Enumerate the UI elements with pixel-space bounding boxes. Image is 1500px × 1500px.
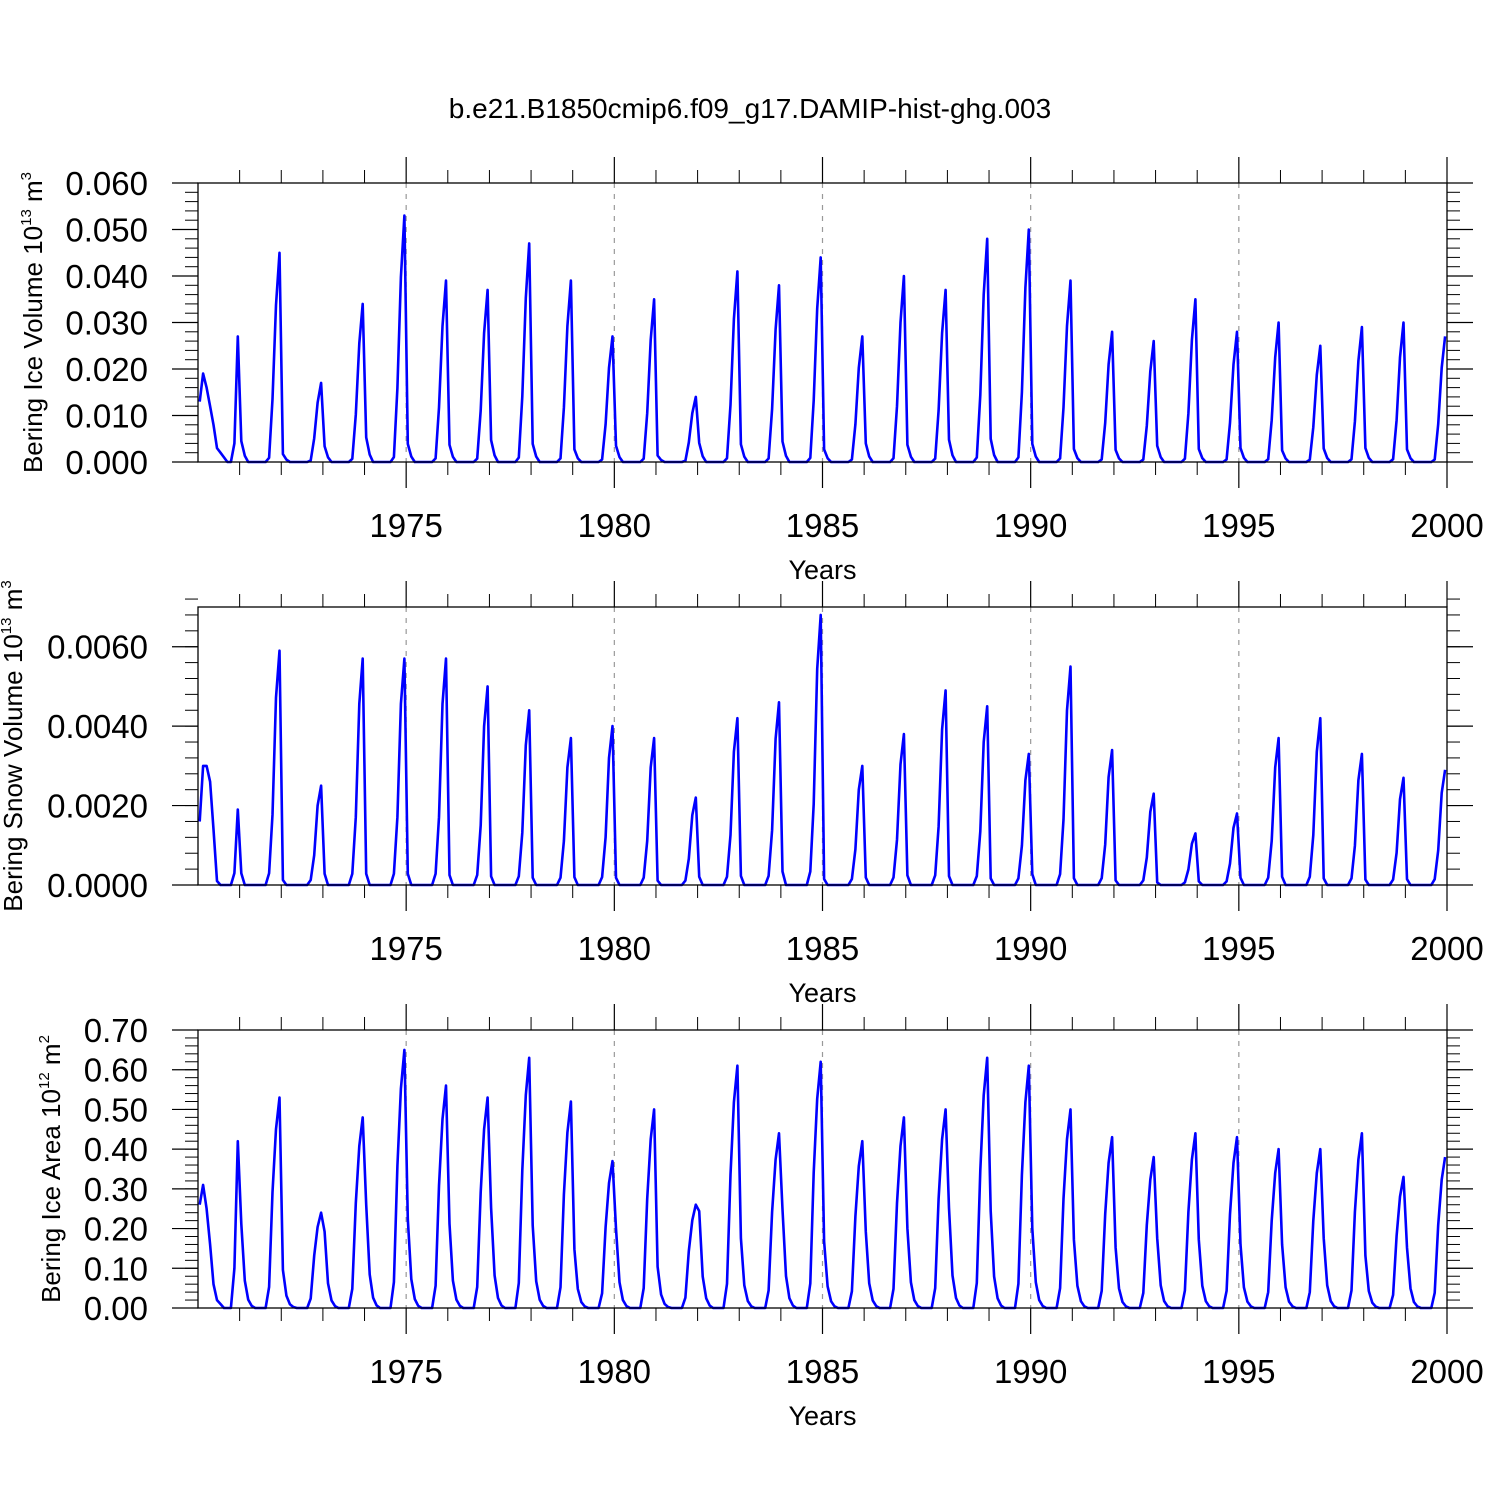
ice-volume-ytick-label: 0.010 (65, 398, 148, 435)
snow-volume-panel: 0.0000 0.0020 0.0040 0.0060 1975 1980 1985 1990… (0, 580, 1484, 1008)
ice-volume-ytick-label: 0.050 (65, 212, 148, 249)
ice-volume-ytick-label: 0.040 (65, 258, 148, 295)
snow-volume-xtick-label: 1990 (994, 930, 1067, 967)
snow-volume-axes-frame (197, 606, 1448, 886)
ice-volume-series-line (198, 214, 1447, 464)
panels: 0.000 0.010 0.020 0.030 0.040 0.050 0.060 1975 1… (0, 157, 1484, 1431)
ice-area-xtick-label: 1995 (1202, 1353, 1275, 1390)
ice-volume-axes-frame (197, 182, 1448, 463)
ice-volume-ytick-label: 0.060 (65, 165, 148, 202)
snow-volume-xtick-label: 2000 (1410, 930, 1483, 967)
ice-area-ylabel: Bering Ice Area 1012 m2 (36, 1035, 66, 1303)
ice-area-ytick-label: 0.00 (84, 1290, 148, 1327)
ice-area-series-line (198, 1048, 1447, 1310)
ice-area-ytick-label: 0.10 (84, 1250, 148, 1287)
ice-volume-ytick-label: 0.030 (65, 305, 148, 342)
ice-area-ytick-label: 0.50 (84, 1091, 148, 1128)
ice-volume-panel: 0.000 0.010 0.020 0.030 0.040 0.050 0.060 1975 1… (18, 157, 1484, 585)
ice-area-xtick-label: 1985 (786, 1353, 859, 1390)
ice-area-xtick-label: 1990 (994, 1353, 1067, 1390)
snow-volume-xtick-label: 1980 (578, 930, 651, 967)
snow-volume-ytick-label: 0.0040 (47, 708, 148, 745)
ice-area-panel: 0.000.100.200.300.400.500.600.70 1975 1980… (36, 1004, 1484, 1431)
ice-volume-xtick-label: 1985 (786, 507, 859, 544)
ice-area-ytick-label: 0.20 (84, 1211, 148, 1248)
ice-volume-ytick-label: 0.020 (65, 351, 148, 388)
snow-volume-xtick-label: 1995 (1202, 930, 1275, 967)
ice-area-xtick-label: 1980 (578, 1353, 651, 1390)
snow-volume-ytick-label: 0.0000 (47, 867, 148, 904)
ice-volume-xtick-label: 1980 (578, 507, 651, 544)
ice-volume-ytick-label: 0.000 (65, 444, 148, 481)
figure-title: b.e21.B1850cmip6.f09_g17.DAMIP-hist-ghg.… (449, 93, 1051, 124)
ice-area-ytick-label: 0.30 (84, 1171, 148, 1208)
ice-volume-xtick-label: 1995 (1202, 507, 1275, 544)
ice-area-xtick-label: 1975 (369, 1353, 442, 1390)
snow-volume-xlabel: Years (788, 978, 856, 1008)
snow-volume-ylabel: Bering Snow Volume 1013 m3 (0, 580, 28, 911)
ice-volume-xtick-label: 1990 (994, 507, 1067, 544)
snow-volume-xtick-label: 1985 (786, 930, 859, 967)
ice-volume-ylabel: Bering Ice Volume 1013 m3 (18, 172, 48, 473)
ice-area-xlabel: Years (788, 1401, 856, 1431)
ice-area-axes-frame (197, 1029, 1448, 1309)
snow-volume-series-line (198, 613, 1447, 887)
snow-volume-xtick-label: 1975 (369, 930, 442, 967)
ice-volume-xtick-label: 2000 (1410, 507, 1483, 544)
ice-area-ytick-label: 0.40 (84, 1131, 148, 1168)
ice-volume-xlabel: Years (788, 555, 856, 585)
ice-area-ytick-label: 0.70 (84, 1012, 148, 1049)
ice-area-ytick-label: 0.60 (84, 1052, 148, 1089)
ice-area-xtick-label: 2000 (1410, 1353, 1483, 1390)
snow-volume-ytick-label: 0.0060 (47, 629, 148, 666)
snow-volume-ytick-label: 0.0020 (47, 788, 148, 825)
ice-volume-xtick-label: 1975 (369, 507, 442, 544)
